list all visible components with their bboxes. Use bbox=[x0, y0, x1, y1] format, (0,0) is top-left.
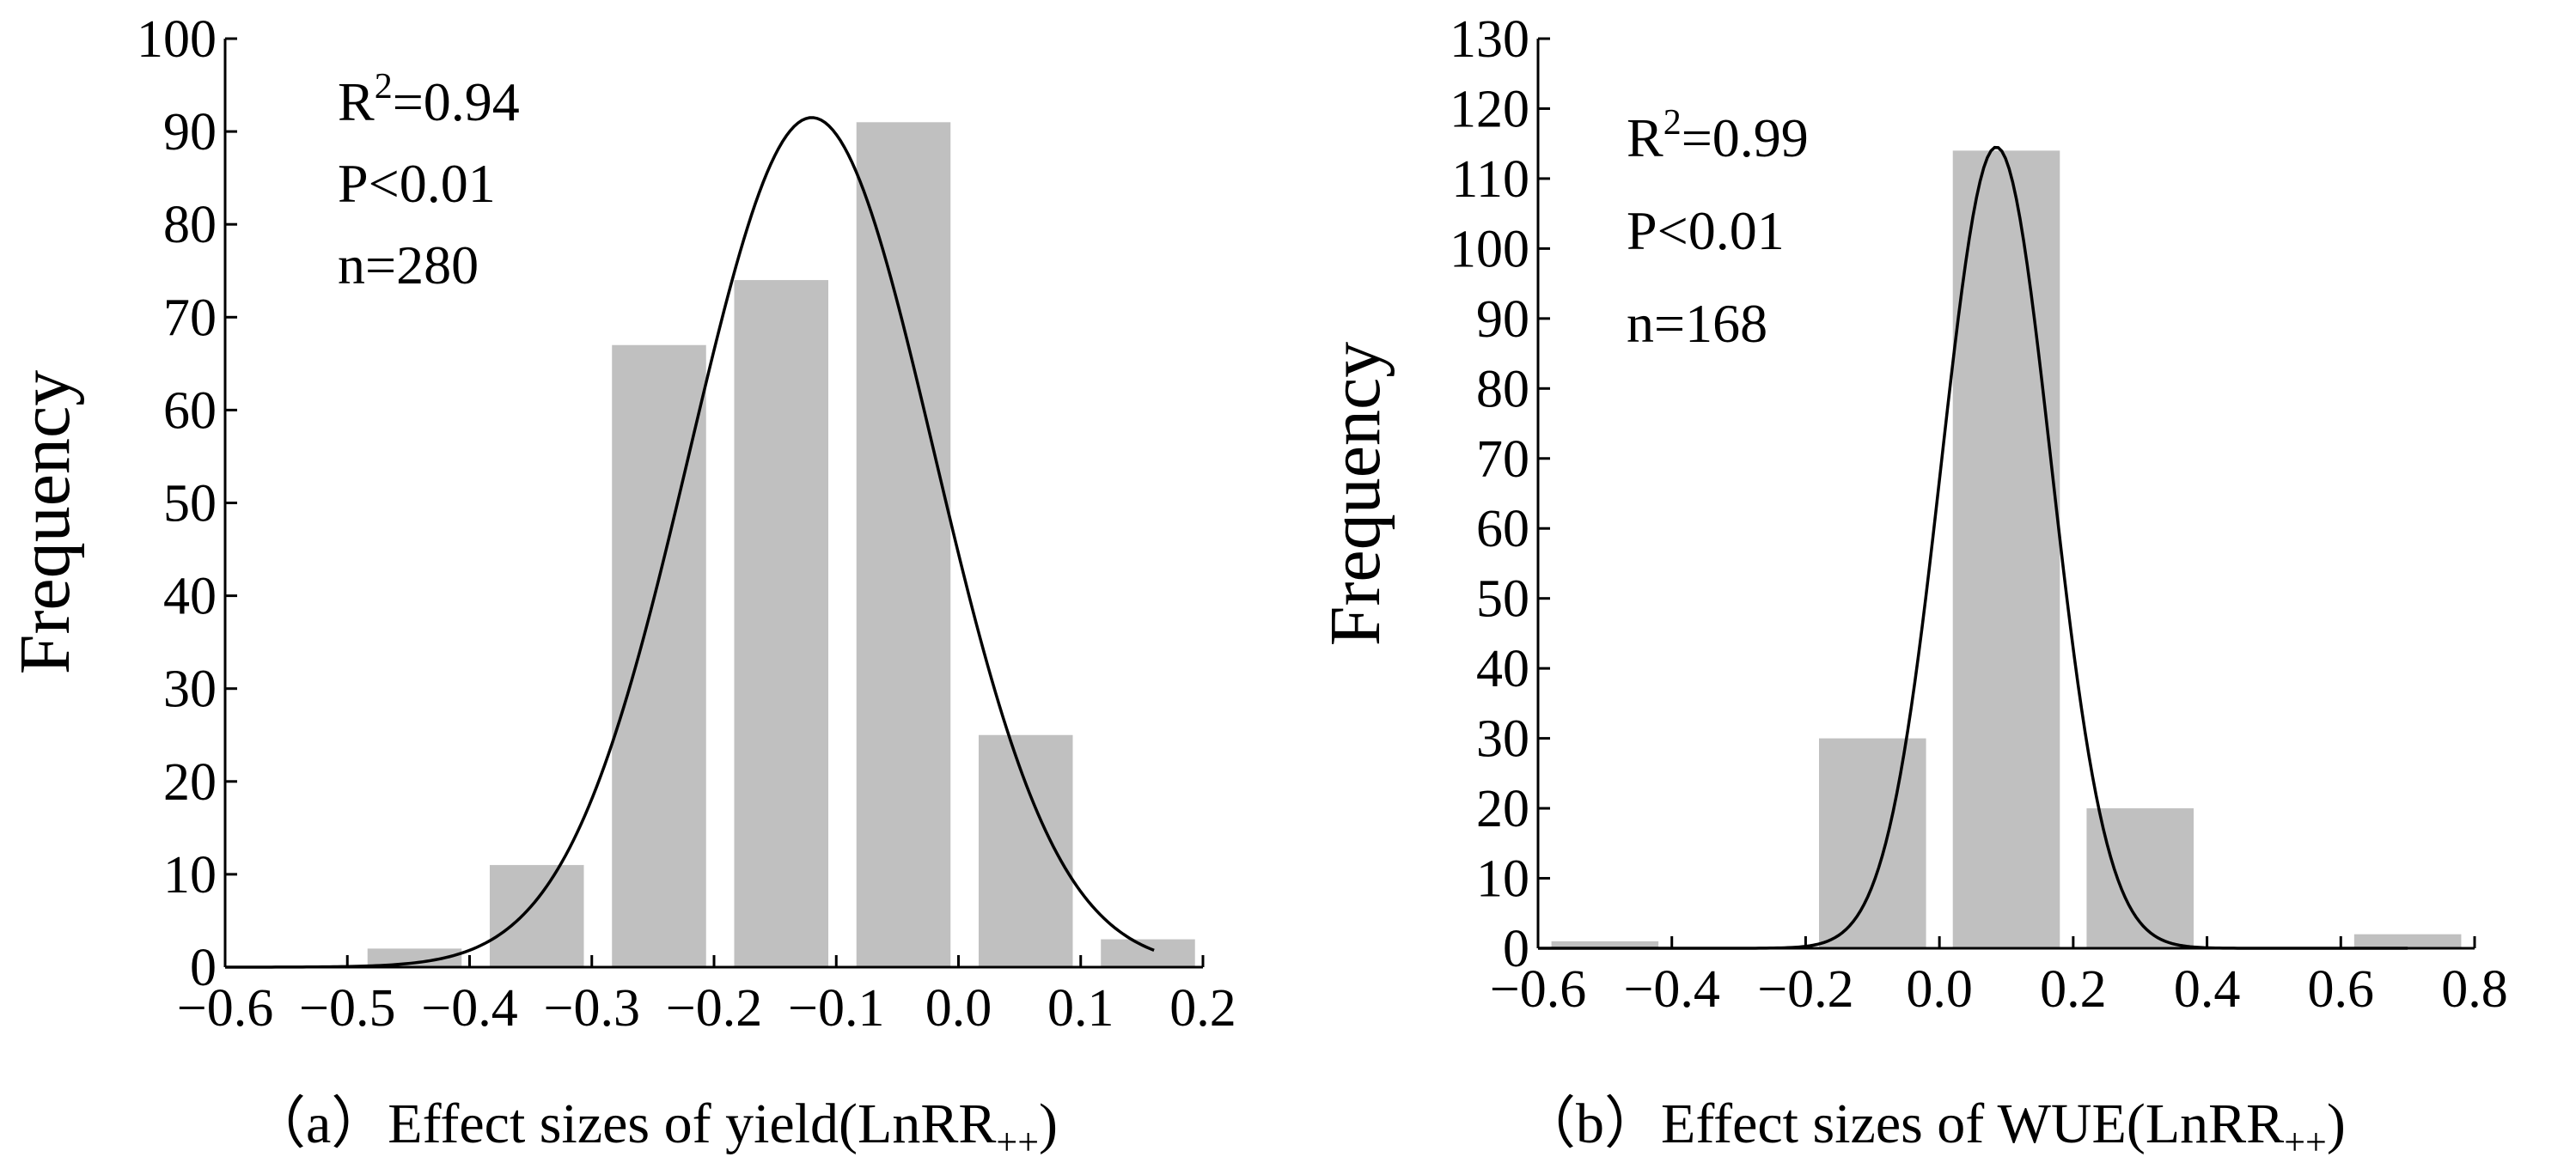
panel-a-bar-1 bbox=[489, 865, 584, 967]
panel-b-y-tick-label-1: 10 bbox=[1476, 850, 1529, 909]
panel-b-y-tick-label-3: 30 bbox=[1476, 710, 1529, 769]
panel-a-x-tick-label-4: −0.2 bbox=[666, 979, 762, 1038]
panel-b-y-tick-label-11: 110 bbox=[1451, 150, 1529, 209]
panel-b-caption: （b）Effect sizes of WUE(LnRR++) bbox=[1519, 1093, 2346, 1163]
panel-b-y-tick-label-5: 50 bbox=[1476, 570, 1529, 629]
panel-a-bar-3 bbox=[734, 280, 829, 967]
panel-a-bar-6 bbox=[1101, 939, 1195, 967]
panel-b-y-axis-label: Frequency bbox=[1315, 342, 1395, 647]
panel-b-bar-1 bbox=[1819, 738, 1926, 948]
panel-a-fit-curve bbox=[225, 116, 1155, 969]
panel-b-y-tick-label-10: 100 bbox=[1450, 220, 1529, 278]
panel-b-y-tick-label-8: 80 bbox=[1476, 360, 1529, 418]
panel-a-n: n=280 bbox=[338, 234, 479, 295]
panel-a-x-tick-label-3: −0.3 bbox=[544, 979, 640, 1038]
panel-a-y-tick-label-2: 20 bbox=[163, 753, 217, 812]
panel-b-r2: R2=0.99 bbox=[1627, 103, 1809, 168]
panel-a-y-axis-label: Frequency bbox=[5, 370, 85, 675]
panel-a-r2: R2=0.94 bbox=[338, 67, 520, 132]
panel-b-x-tick-label-7: 0.8 bbox=[2441, 960, 2508, 1019]
panel-a-y-tick-label-6: 60 bbox=[163, 381, 217, 440]
panel-b-y-tick-label-2: 20 bbox=[1476, 780, 1529, 838]
panel-b-bar-4 bbox=[2353, 934, 2462, 948]
panel-b-x-tick-label-1: −0.4 bbox=[1623, 960, 1719, 1019]
panel-a-y-tick-label-10: 100 bbox=[137, 10, 217, 69]
panel-b-p-value: P<0.01 bbox=[1627, 200, 1785, 261]
panel-a-x-tick-label-5: −0.1 bbox=[788, 979, 884, 1038]
panel-b-y-tick-label-9: 90 bbox=[1476, 290, 1529, 349]
panel-b-bar-2 bbox=[1952, 150, 2060, 949]
panel-a-chart: 0 10 20 30 40 50 60 70 80 90 100 −0.6 −0.5 −0.4 −0.3 −0… bbox=[5, 10, 1236, 1163]
panel-a-x-tick-label-1: −0.5 bbox=[299, 979, 395, 1038]
panel-b-y-tick-label-4: 40 bbox=[1476, 640, 1529, 698]
panel-a-x-tick-label-2: −0.4 bbox=[421, 979, 517, 1038]
panel-a-y-tick-label-4: 40 bbox=[163, 568, 217, 626]
panel-a-y-tick-label-3: 30 bbox=[163, 661, 217, 719]
panel-b-n: n=168 bbox=[1627, 293, 1767, 354]
panel-a-caption: （a）Effect sizes of yield(LnRR++) bbox=[249, 1093, 1058, 1163]
panel-a-y-tick-label-0: 0 bbox=[190, 939, 217, 997]
panel-a-y-tick-label-8: 80 bbox=[163, 196, 217, 254]
panel-b-y-tick-label-0: 0 bbox=[1503, 920, 1529, 978]
panel-b-x-tick-label-0: −0.6 bbox=[1490, 960, 1586, 1019]
panel-a-bar-4 bbox=[856, 122, 951, 968]
panel-b-x-tick-label-6: 0.6 bbox=[2308, 960, 2375, 1019]
panel-a-y-tick-label-7: 70 bbox=[163, 289, 217, 347]
panel-a-bar-0 bbox=[367, 948, 462, 967]
panel-a-p-value: P<0.01 bbox=[338, 153, 496, 214]
panel-a-y-tick-label-9: 90 bbox=[163, 103, 217, 161]
panel-a-x-tick-label-7: 0.1 bbox=[1047, 979, 1114, 1038]
panel-a-bar-5 bbox=[978, 734, 1073, 967]
panel-b-bar-0 bbox=[1551, 941, 1659, 948]
panel-a-x-tick-label-0: −0.6 bbox=[177, 979, 273, 1038]
panel-b-y-tick-label-7: 70 bbox=[1476, 430, 1529, 489]
panel-b-y-tick-label-12: 120 bbox=[1450, 80, 1529, 138]
panel-a-y-tick-label-5: 50 bbox=[163, 475, 217, 533]
panel-a-x-tick-label-8: 0.2 bbox=[1169, 979, 1236, 1038]
panel-a-y-tick-label-1: 10 bbox=[163, 846, 217, 904]
panel-b-y-tick-label-6: 60 bbox=[1476, 500, 1529, 558]
panel-a-x-tick-label-6: 0.0 bbox=[925, 979, 992, 1038]
panel-b-x-tick-label-5: 0.4 bbox=[2174, 960, 2241, 1019]
panel-b-x-tick-label-2: −0.2 bbox=[1757, 960, 1853, 1019]
panel-b-y-tick-label-13: 130 bbox=[1450, 10, 1529, 69]
panel-b-chart: 0 10 20 30 40 50 60 70 80 90 100 110 120 130 −0.6 −0.4−… bbox=[1315, 10, 2508, 1163]
panel-b-x-tick-label-3: 0.0 bbox=[1906, 960, 1973, 1019]
panel-b-x-tick-label-4: 0.2 bbox=[2040, 960, 2107, 1019]
